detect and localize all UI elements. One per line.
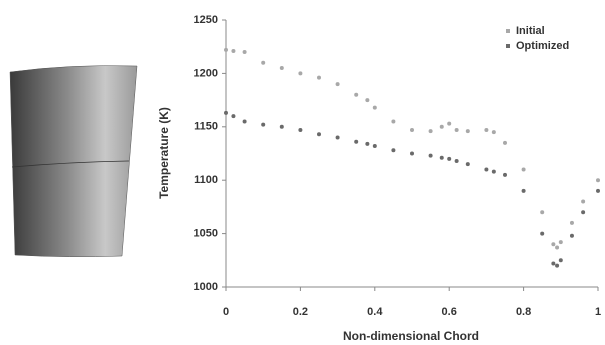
y-tick-label: 1000 (194, 281, 218, 293)
x-tick-label: 0.6 (442, 306, 457, 318)
y-axis-label: Temperature (K) (157, 107, 171, 199)
data-point (492, 130, 496, 134)
data-point (354, 140, 358, 144)
data-point (581, 210, 585, 214)
data-point (503, 141, 507, 145)
data-point (429, 154, 433, 158)
data-point (447, 157, 451, 161)
data-point (410, 152, 414, 156)
data-point (540, 232, 544, 236)
data-point (280, 66, 284, 70)
data-point (555, 245, 559, 249)
data-point (336, 82, 340, 86)
data-point (429, 129, 433, 133)
data-point (440, 156, 444, 160)
y-tick-label: 1250 (194, 14, 218, 26)
data-point (373, 144, 377, 148)
chart: Temperature (K) Non-dimensional Chord 10… (157, 14, 601, 343)
data-point (522, 168, 526, 172)
data-point (261, 123, 265, 127)
y-tick-label: 1100 (194, 174, 218, 186)
legend-label: Initial (516, 25, 545, 37)
data-point (551, 242, 555, 246)
data-point (455, 128, 459, 132)
data-point (484, 128, 488, 132)
data-point (354, 93, 358, 97)
data-point (373, 106, 377, 110)
data-point (466, 129, 470, 133)
data-point (261, 61, 265, 65)
figure: Temperature (K) Non-dimensional Chord 10… (0, 0, 605, 345)
data-point (570, 234, 574, 238)
data-point (280, 125, 284, 129)
data-point (440, 125, 444, 129)
data-point (231, 49, 235, 53)
data-point (365, 142, 369, 146)
legend-label: Optimized (516, 40, 569, 52)
data-point (224, 48, 228, 52)
data-point (231, 114, 235, 118)
data-point (336, 135, 340, 139)
data-point (596, 189, 600, 193)
data-point (298, 71, 302, 75)
y-tick-label: 1050 (194, 228, 218, 240)
data-point (559, 258, 563, 262)
data-point (447, 122, 451, 126)
x-tick-label: 0.8 (516, 306, 531, 318)
y-tick-label: 1200 (194, 67, 218, 79)
data-point (492, 170, 496, 174)
data-point (365, 98, 369, 102)
data-point (570, 221, 574, 225)
data-point (243, 50, 247, 54)
data-point (551, 262, 555, 266)
x-tick-label: 1 (595, 306, 601, 318)
data-point (484, 168, 488, 172)
legend-marker (506, 29, 510, 33)
x-tick-label: 0.4 (367, 306, 383, 318)
data-point (559, 240, 563, 244)
data-point (455, 159, 459, 163)
data-point (391, 148, 395, 152)
y-tick-label: 1150 (194, 121, 218, 133)
data-point (410, 128, 414, 132)
blade-render (10, 66, 137, 257)
data-point (317, 132, 321, 136)
x-tick-label: 0.2 (293, 306, 308, 318)
x-axis-label: Non-dimensional Chord (343, 329, 479, 343)
data-point (391, 119, 395, 123)
data-point (298, 128, 302, 132)
legend-marker (506, 44, 510, 48)
data-point (317, 76, 321, 80)
x-tick-label: 0 (223, 306, 229, 318)
data-point (596, 178, 600, 182)
data-point (466, 162, 470, 166)
data-point (555, 264, 559, 268)
data-point (540, 210, 544, 214)
data-point (581, 200, 585, 204)
data-point (243, 119, 247, 123)
data-point (503, 173, 507, 177)
data-point (522, 189, 526, 193)
data-point (224, 111, 228, 115)
